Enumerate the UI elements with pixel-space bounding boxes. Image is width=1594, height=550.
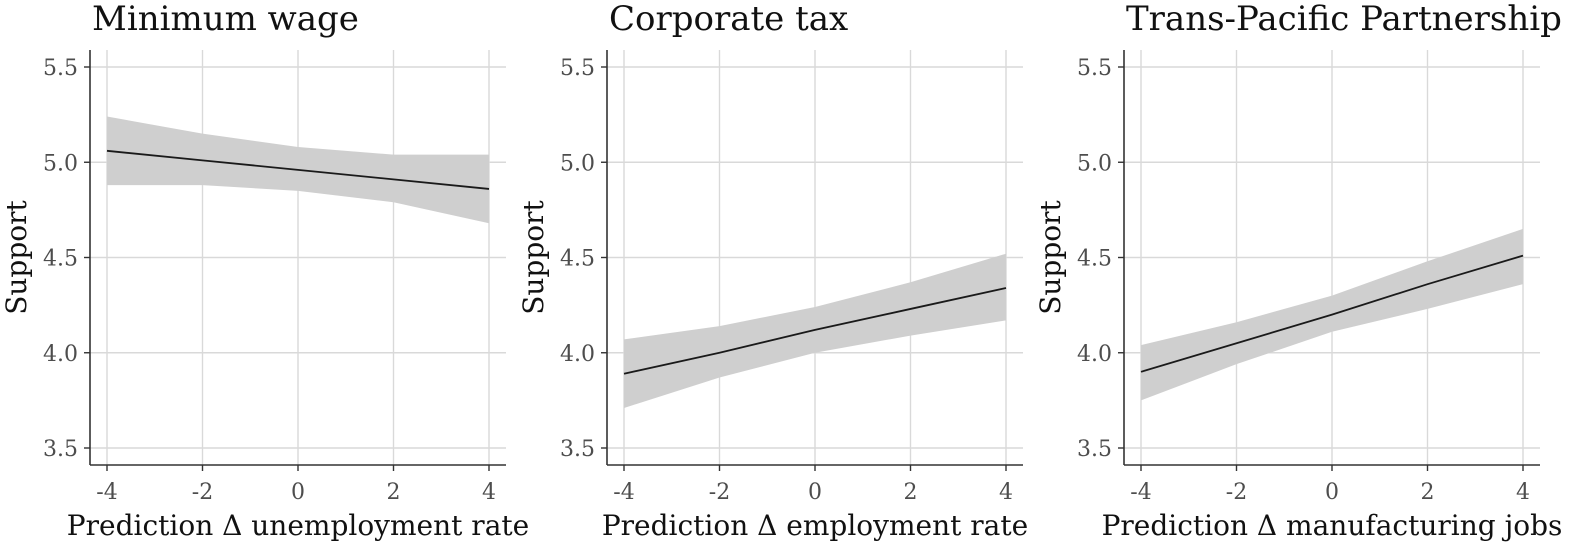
- chart-title: Minimum wage: [92, 0, 359, 39]
- x-tick-label: -4: [613, 480, 634, 505]
- x-tick-label: 2: [387, 480, 401, 505]
- y-axis-label: Support: [0, 199, 33, 314]
- fit-line: [106, 149, 490, 190]
- y-tick-label: 4.5: [560, 247, 595, 272]
- x-tick-label: 0: [1325, 480, 1339, 505]
- x-tick-label: 4: [999, 480, 1013, 505]
- chart-title: Corporate tax: [609, 0, 848, 39]
- panels: -4 -2 0 2 4 3.5 4.0 4.5 5.0 5.5 Minimum wage Predic…: [0, 0, 1562, 542]
- y-tick-label: 4.0: [560, 342, 595, 367]
- y-tick-label: 4.0: [1077, 342, 1112, 367]
- y-tick-label: 3.5: [560, 437, 595, 462]
- x-tick-label: 4: [1516, 480, 1530, 505]
- y-tick-label: 5.5: [560, 56, 595, 81]
- y-tick-label: 5.0: [1077, 151, 1112, 176]
- chart-panel-2: -4 -2 0 2 4 3.5 4.0 4.5 5.0 5.5 Corporate tax Predi…: [517, 0, 1028, 542]
- x-axis-label: Prediction Δ manufacturing jobs: [1102, 509, 1563, 542]
- x-tick-label: 2: [1421, 480, 1435, 505]
- y-tick-label: 4.0: [43, 342, 78, 367]
- y-axis-label: Support: [517, 199, 550, 314]
- y-tick-label: 5.0: [560, 151, 595, 176]
- chart-panel-3: -4 -2 0 2 4 3.5 4.0 4.5 5.0 5.5 Trans-Pacific Part…: [1034, 0, 1562, 542]
- x-tick-label: 0: [808, 480, 822, 505]
- x-tick-label: -4: [1130, 480, 1151, 505]
- x-tick-label: 2: [904, 480, 918, 505]
- x-axis-label: Prediction Δ unemployment rate: [67, 509, 529, 542]
- y-tick-label: 3.5: [1077, 437, 1112, 462]
- y-tick-label: 3.5: [43, 437, 78, 462]
- x-tick-label: -2: [192, 480, 213, 505]
- chart-panel-1: -4 -2 0 2 4 3.5 4.0 4.5 5.0 5.5 Minimum wage Predic…: [0, 0, 529, 542]
- y-tick-label: 5.5: [1077, 56, 1112, 81]
- x-tick-label: 0: [291, 480, 305, 505]
- y-tick-label: 5.0: [43, 151, 78, 176]
- x-tick-label: -2: [1226, 480, 1247, 505]
- fit-line: [1140, 254, 1524, 373]
- x-tick-label: -2: [709, 480, 730, 505]
- x-tick-label: -4: [96, 480, 117, 505]
- y-axis-label: Support: [1034, 199, 1067, 314]
- x-tick-label: 4: [482, 480, 496, 505]
- y-tick-label: 4.5: [1077, 247, 1112, 272]
- y-tick-label: 4.5: [43, 247, 78, 272]
- fit-line: [623, 287, 1007, 375]
- y-tick-label: 5.5: [43, 56, 78, 81]
- x-axis-label: Prediction Δ employment rate: [602, 509, 1028, 542]
- confidence-band: [624, 253, 1006, 408]
- chart-title: Trans-Pacific Partnership: [1126, 0, 1562, 39]
